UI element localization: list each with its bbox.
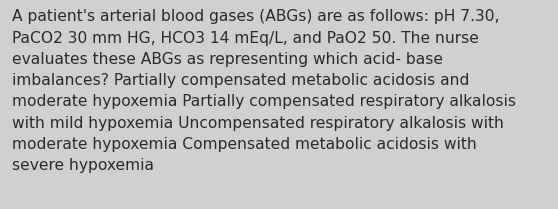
Text: A patient's arterial blood gases (ABGs) are as follows: pH 7.30,
PaCO2 30 mm HG,: A patient's arterial blood gases (ABGs) … (12, 9, 516, 173)
